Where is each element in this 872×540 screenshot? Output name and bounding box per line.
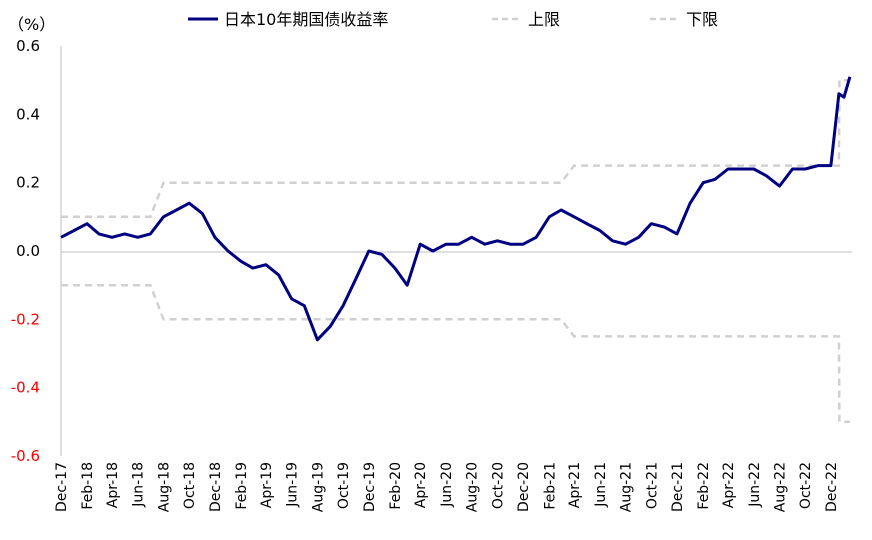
x-tick-label: Jun-19 xyxy=(285,462,301,508)
x-tick-label: Apr-18 xyxy=(105,462,121,508)
x-tick-label: Feb-21 xyxy=(542,462,558,510)
x-tick-label: Apr-22 xyxy=(721,462,737,508)
legend-label-lower: 下限 xyxy=(686,10,718,29)
yield-line xyxy=(60,76,852,342)
y-tick-label: -0.6 xyxy=(11,447,40,465)
x-tick-label: Dec-20 xyxy=(516,462,532,512)
x-tick-label: Apr-19 xyxy=(259,462,275,508)
y-tick-label: -0.2 xyxy=(11,310,40,328)
x-tick-label: Oct-22 xyxy=(798,462,814,509)
y-tick-label: 0.2 xyxy=(16,174,40,192)
y-tick-label: 0.4 xyxy=(16,105,40,123)
x-tick-label: Oct-20 xyxy=(490,462,506,509)
legend-label-upper: 上限 xyxy=(528,10,560,29)
upper-band-line xyxy=(61,78,850,219)
x-tick-label: Jun-22 xyxy=(747,462,763,508)
x-tick-label: Aug-21 xyxy=(619,462,635,512)
x-tick-label: Aug-22 xyxy=(773,462,789,512)
x-tick-label: Dec-21 xyxy=(670,462,686,512)
x-tick-label: Jun-18 xyxy=(131,462,147,508)
x-tick-label: Feb-18 xyxy=(80,462,96,510)
x-tick-label: Feb-20 xyxy=(388,462,404,510)
x-tick-label: Dec-17 xyxy=(54,462,70,512)
x-tick-label: Oct-19 xyxy=(336,462,352,509)
series-layer xyxy=(60,76,852,424)
x-tick-label: Feb-19 xyxy=(234,462,250,510)
x-tick-label: Feb-22 xyxy=(696,462,712,510)
x-tick-label: Aug-19 xyxy=(310,462,326,512)
x-tick-label: Oct-18 xyxy=(182,462,198,509)
x-tick-label: Jun-20 xyxy=(439,462,455,508)
x-tick-label: Dec-19 xyxy=(362,462,378,512)
x-tick-label: Dec-22 xyxy=(824,462,840,512)
x-tick-label: Apr-20 xyxy=(413,462,429,508)
x-tick-label: Oct-21 xyxy=(644,462,660,509)
x-tick-label: Apr-21 xyxy=(567,462,583,508)
x-tick-label: Aug-18 xyxy=(157,462,173,512)
y-tick-label: -0.4 xyxy=(11,379,40,397)
x-tick-label: Aug-20 xyxy=(465,462,481,512)
x-tick-label: Dec-18 xyxy=(208,462,224,512)
unit-label: （%） xyxy=(8,15,55,34)
x-tick-label: Jun-21 xyxy=(593,462,609,508)
y-ticks: 0.6 0.4 0.2 0.0 -0.2 -0.4 -0.6 xyxy=(11,37,40,465)
x-ticks: Dec-17 Feb-18 Apr-18 Jun-18 Aug-18 Oct-18 Dec-… xyxy=(54,462,840,512)
y-tick-label: 0.0 xyxy=(16,242,40,260)
y-tick-label: 0.6 xyxy=(16,37,40,55)
legend: 日本10年期国债收益率 上限 下限 xyxy=(188,10,718,29)
lower-band-line xyxy=(61,283,850,424)
legend-label-yield: 日本10年期国债收益率 xyxy=(224,10,388,29)
